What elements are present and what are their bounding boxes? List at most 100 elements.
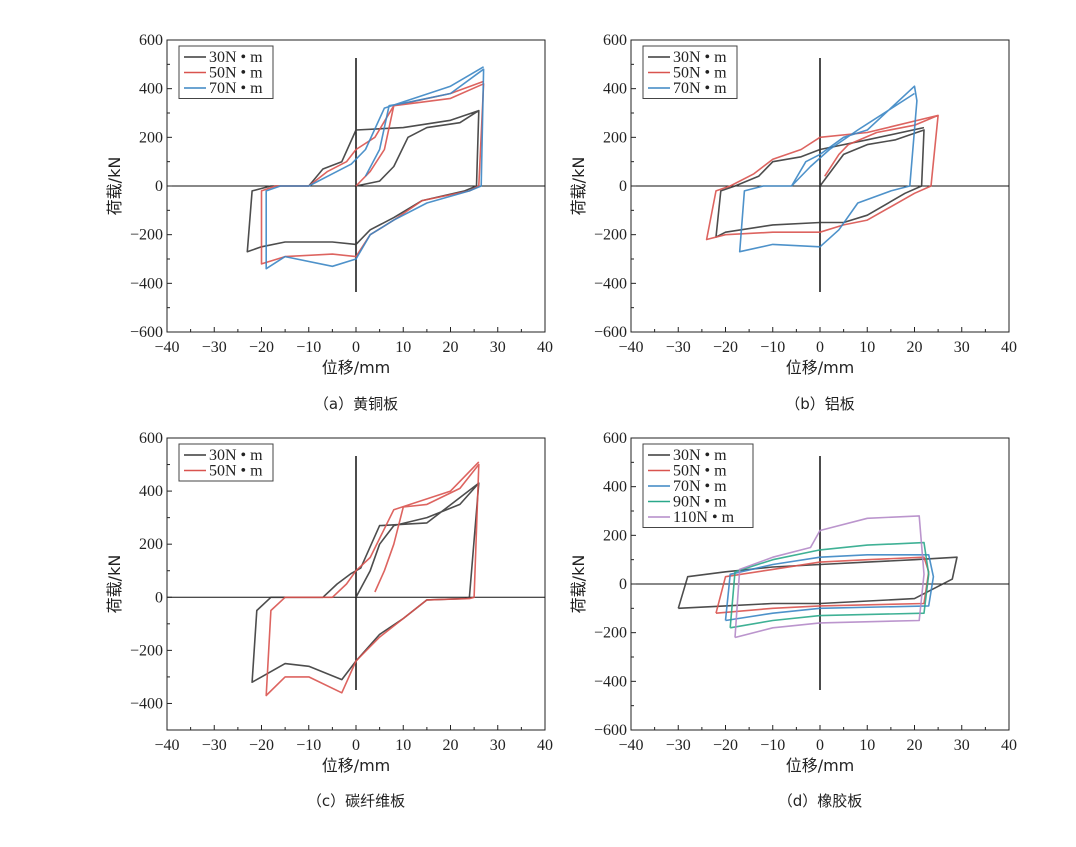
x-axis-label: 位移/mm	[322, 756, 391, 775]
y-tick-label: 600	[139, 430, 163, 447]
x-axis-label: 位移/mm	[786, 756, 855, 775]
series-line-3	[738, 85, 918, 253]
y-tick-label: 400	[603, 479, 627, 496]
y-tick-label: 200	[139, 536, 163, 553]
y-tick-label: −200	[130, 642, 163, 659]
y-tick-label: −400	[594, 275, 627, 292]
x-tick-label: 30	[954, 339, 970, 356]
x-tick-label: −20	[713, 737, 738, 754]
x-tick-label: 20	[443, 737, 459, 754]
y-tick-label: −600	[594, 722, 627, 739]
y-tick-label: 600	[603, 430, 627, 447]
x-tick-label: 30	[490, 737, 506, 754]
series-line-1	[251, 482, 480, 683]
series-line-2	[260, 80, 485, 265]
y-tick-label: −400	[130, 695, 163, 712]
x-tick-label: 20	[907, 737, 923, 754]
y-tick-label: 0	[155, 178, 163, 195]
y-tick-label: 200	[603, 129, 627, 146]
series-line-1	[677, 556, 958, 610]
legend-label: 30N • m	[673, 447, 727, 464]
y-tick-label: −200	[594, 227, 627, 244]
x-axis-label: 位移/mm	[322, 358, 391, 377]
chart-panel-2: −40 −30 −20 −10 0 10 20 30 40 600 400 200 0 −200 −400 −…	[569, 32, 1017, 413]
legend-box	[178, 443, 274, 482]
x-tick-label: 40	[1001, 339, 1017, 356]
legend-label: 70N • m	[673, 478, 727, 495]
x-tick-label: 10	[395, 737, 411, 754]
series-line-4	[729, 541, 930, 629]
x-tick-label: −30	[202, 339, 227, 356]
legend-label: 110N • m	[673, 509, 735, 526]
y-tick-label: −400	[130, 275, 163, 292]
x-tick-label: −10	[296, 339, 321, 356]
x-tick-label: 40	[537, 737, 553, 754]
x-tick-label: −20	[713, 339, 738, 356]
y-tick-label: −600	[594, 324, 627, 341]
series-line-2	[715, 556, 930, 614]
legend-label: 50N • m	[673, 65, 727, 82]
series-line-3	[265, 66, 485, 270]
panel-caption: （c）碳纤维板	[307, 792, 405, 810]
x-tick-label: −30	[666, 339, 691, 356]
x-tick-label: 10	[859, 339, 875, 356]
y-axis-label: 荷载/kN	[569, 555, 588, 614]
x-tick-label: 0	[352, 737, 360, 754]
chart-panel-1: −40 −30 −20 −10 0 10 20 30 40 600 400 200 0 −200 −400 −…	[105, 32, 553, 413]
y-tick-label: 400	[139, 81, 163, 98]
y-tick-label: 200	[603, 527, 627, 544]
x-tick-label: −10	[760, 339, 785, 356]
x-tick-label: 40	[1001, 737, 1017, 754]
x-tick-label: −30	[666, 737, 691, 754]
x-tick-label: −40	[154, 737, 179, 754]
x-tick-label: 20	[443, 339, 459, 356]
x-tick-label: −40	[618, 339, 643, 356]
y-axis-label: 荷载/kN	[105, 157, 124, 216]
x-tick-label: −10	[760, 737, 785, 754]
panel-caption: （d）橡胶板	[778, 792, 863, 810]
x-tick-label: 30	[490, 339, 506, 356]
series-line-1	[715, 126, 925, 238]
y-axis-label: 荷载/kN	[569, 157, 588, 216]
y-tick-label: 0	[619, 576, 627, 593]
y-tick-label: −400	[594, 673, 627, 690]
x-tick-label: 0	[816, 737, 824, 754]
panel-caption: （b）铝板	[785, 395, 855, 413]
x-tick-label: −40	[154, 339, 179, 356]
y-tick-label: −600	[130, 324, 163, 341]
x-tick-label: −10	[296, 737, 321, 754]
series-line-5	[734, 515, 925, 639]
y-tick-label: −200	[594, 625, 627, 642]
series-line-2	[265, 461, 480, 697]
y-tick-label: 600	[139, 32, 163, 49]
x-tick-label: 0	[816, 339, 824, 356]
legend-label: 50N • m	[209, 463, 263, 480]
x-tick-label: −30	[202, 737, 227, 754]
y-tick-label: 400	[603, 81, 627, 98]
x-tick-label: −20	[249, 737, 274, 754]
x-tick-label: 40	[537, 339, 553, 356]
y-tick-label: 0	[155, 589, 163, 606]
y-tick-label: −200	[130, 227, 163, 244]
legend-label: 30N • m	[673, 49, 727, 66]
y-tick-label: 0	[619, 178, 627, 195]
x-tick-label: 10	[395, 339, 411, 356]
y-tick-label: 600	[603, 32, 627, 49]
x-tick-label: 30	[954, 737, 970, 754]
y-tick-label: 400	[139, 483, 163, 500]
x-tick-label: −40	[618, 737, 643, 754]
chart-panel-3: −40 −30 −20 −10 0 10 20 30 40 600 400 200 0 −200 −400 位…	[105, 430, 553, 810]
y-tick-label: 200	[139, 129, 163, 146]
legend-label: 50N • m	[673, 463, 727, 480]
x-tick-label: 10	[859, 737, 875, 754]
series-line-3	[724, 554, 935, 622]
legend-label: 30N • m	[209, 49, 263, 66]
x-tick-label: 0	[352, 339, 360, 356]
panel-caption: （a）黄铜板	[314, 395, 398, 413]
series-line-1	[246, 109, 480, 253]
x-axis-label: 位移/mm	[786, 358, 855, 377]
legend-label: 30N • m	[209, 447, 263, 464]
series-line-2	[705, 114, 939, 241]
